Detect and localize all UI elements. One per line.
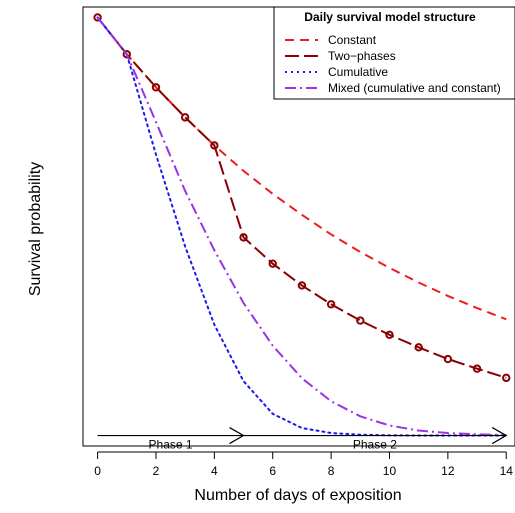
series-line-3 — [96, 16, 507, 437]
data-point — [93, 13, 102, 22]
data-point — [297, 281, 307, 290]
data-point — [151, 83, 161, 92]
data-point — [356, 316, 365, 325]
x-axis: 0 2 4 6 8 10 12 14 — [94, 451, 514, 478]
x-axis-label: Number of days of exposition — [194, 487, 401, 504]
legend-label: Constant — [328, 33, 377, 47]
data-point — [210, 141, 219, 150]
phase-label: Phase 1 — [149, 438, 193, 452]
data-point — [443, 354, 453, 364]
legend-box — [273, 6, 515, 100]
phase-label: Phase 2 — [353, 438, 397, 452]
x-tick-label: 8 — [328, 464, 335, 478]
x-tick-label: 2 — [153, 464, 160, 478]
phase-annotations: Phase 1 Phase 2 — [97, 427, 508, 452]
x-tick-label: 14 — [500, 464, 514, 478]
data-point — [180, 113, 190, 122]
legend-label: Two−phases — [328, 49, 396, 63]
legend-label: Cumulative — [328, 65, 388, 79]
x-tick-label: 10 — [383, 464, 397, 478]
series-line-1 — [96, 16, 507, 379]
data-point — [326, 300, 336, 309]
data-point — [502, 373, 511, 383]
phase-arrow-head — [491, 427, 508, 445]
legend-label: Mixed (cumulative and constant) — [328, 81, 501, 95]
x-tick-label: 12 — [441, 464, 455, 478]
x-tick-label: 6 — [269, 464, 276, 478]
legend: Daily survival model structure Constant T… — [273, 6, 515, 100]
y-axis-label: Survival probability — [27, 162, 44, 296]
data-point — [239, 233, 248, 242]
legend-title: Daily survival model structure — [304, 10, 476, 24]
x-tick-label: 4 — [211, 464, 218, 478]
data-point — [385, 330, 394, 339]
data-point — [268, 259, 277, 268]
data-point — [414, 343, 423, 352]
x-tick-label: 0 — [94, 464, 101, 478]
data-point — [472, 364, 482, 373]
